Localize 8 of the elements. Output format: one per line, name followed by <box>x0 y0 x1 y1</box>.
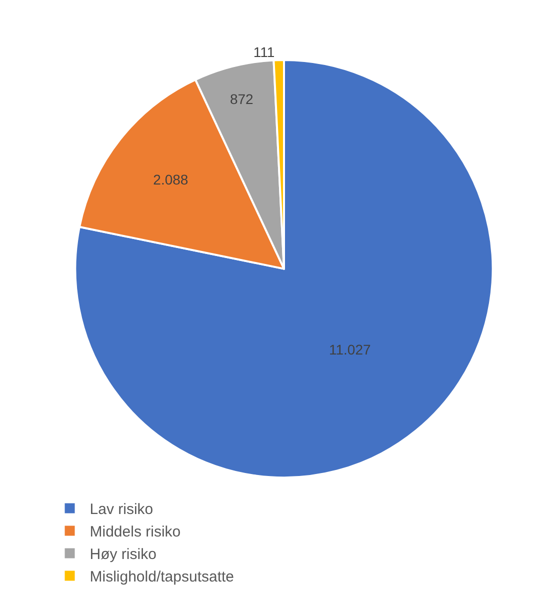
legend-label: Mislighold/tapsutsatte <box>90 568 234 586</box>
data-label: 11.027 <box>329 342 371 358</box>
data-label: 111 <box>253 44 275 60</box>
legend-label: Høy risiko <box>90 546 156 564</box>
legend-label: Lav risiko <box>90 501 154 518</box>
legend-label: Middels risiko <box>90 524 181 541</box>
data-label: 2.088 <box>153 172 188 188</box>
data-label: 872 <box>230 90 254 107</box>
